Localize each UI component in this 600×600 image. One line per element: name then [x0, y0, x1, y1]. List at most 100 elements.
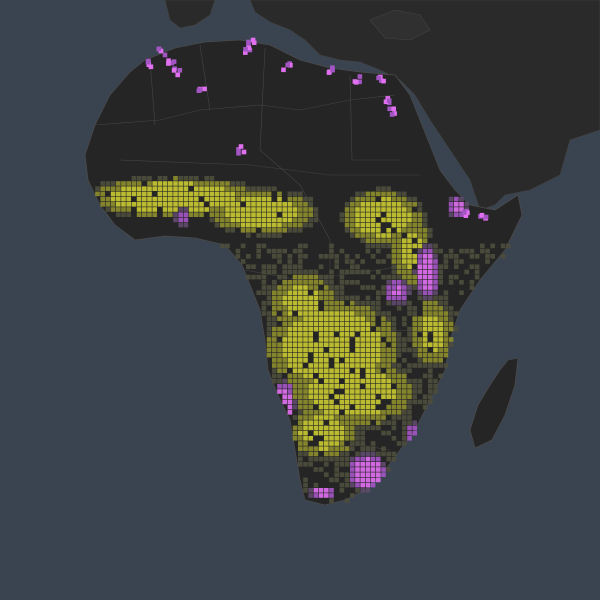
grid-cell	[370, 410, 376, 415]
grid-cell	[433, 290, 438, 295]
grid-cell	[131, 181, 137, 186]
grid-cell	[407, 254, 412, 259]
grid-cell	[443, 259, 449, 264]
grid-cell	[370, 337, 376, 342]
grid-cell	[360, 425, 365, 431]
grid-cell	[402, 378, 407, 384]
grid-cell	[329, 337, 334, 342]
grid-cell	[428, 274, 433, 280]
grid-cell	[376, 337, 381, 342]
grid-cell	[256, 217, 261, 223]
grid-cell	[402, 399, 407, 405]
grid-cell	[308, 378, 313, 384]
grid-cell	[448, 207, 454, 212]
grid-cell	[324, 316, 329, 321]
grid-cell	[339, 451, 345, 457]
grid-cell	[329, 378, 334, 384]
grid-cell	[334, 295, 339, 301]
grid-cell	[365, 269, 371, 275]
grid-cell	[407, 347, 412, 353]
grid-cell	[277, 295, 282, 301]
grid-cell	[303, 290, 308, 295]
grid-cell	[433, 269, 438, 275]
grid-cell	[308, 306, 313, 311]
grid-cell	[251, 191, 256, 197]
grid-cell	[298, 222, 303, 228]
grid-cell	[480, 243, 485, 249]
grid-cell	[178, 176, 183, 181]
grid-cell	[292, 290, 298, 295]
grid-cell	[116, 207, 121, 212]
grid-cell	[324, 290, 329, 295]
grid-cell	[277, 332, 282, 337]
grid-cell	[344, 482, 350, 488]
grid-cell	[370, 389, 376, 394]
grid-cell	[266, 191, 272, 197]
grid-cell	[282, 212, 287, 217]
grid-cell	[344, 368, 350, 373]
grid-cell	[417, 238, 423, 243]
grid-cell	[339, 269, 345, 275]
grid-cell	[381, 285, 386, 290]
grid-cell	[355, 337, 360, 342]
grid-cell	[365, 321, 371, 327]
grid-cell	[386, 311, 391, 316]
grid-cell	[459, 196, 464, 202]
grid-cell	[350, 446, 355, 451]
grid-cell	[308, 399, 313, 405]
grid-cell	[261, 202, 267, 207]
grid-cell	[303, 482, 308, 488]
grid-cell	[386, 238, 391, 243]
grid-cell	[365, 300, 371, 306]
grid-cell	[110, 181, 116, 186]
grid-cell	[240, 217, 246, 223]
grid-cell	[428, 373, 433, 379]
grid-cell	[376, 326, 381, 332]
grid-cell	[433, 321, 438, 327]
grid-cell	[251, 40, 257, 45]
grid-cell	[407, 410, 412, 415]
grid-cell	[391, 425, 397, 431]
grid-cell	[287, 202, 293, 207]
grid-cell	[194, 196, 199, 202]
grid-cell	[402, 269, 407, 275]
grid-cell	[318, 384, 324, 389]
grid-cell	[407, 326, 412, 332]
grid-cell	[422, 280, 428, 285]
grid-cell	[365, 196, 371, 202]
grid-cell	[131, 191, 137, 197]
grid-cell	[448, 254, 454, 259]
grid-cell	[365, 316, 371, 321]
grid-cell	[396, 191, 402, 197]
grid-cell	[313, 389, 319, 394]
grid-cell	[183, 207, 189, 212]
grid-cell	[136, 207, 142, 212]
grid-cell	[292, 373, 298, 379]
grid-cell	[339, 482, 345, 488]
grid-cell	[318, 441, 324, 446]
grid-cell	[214, 217, 220, 223]
grid-cell	[370, 306, 376, 311]
grid-cell	[282, 269, 287, 275]
grid-cell	[422, 404, 428, 410]
grid-cell	[433, 259, 438, 264]
grid-cell	[214, 181, 220, 186]
grid-cell	[240, 259, 246, 264]
grid-cell	[370, 238, 376, 243]
grid-cell	[386, 326, 391, 332]
grid-cell	[391, 347, 397, 353]
grid-cell	[355, 404, 360, 410]
grid-cell	[246, 186, 251, 191]
grid-cell	[266, 233, 272, 238]
grid-cell	[240, 207, 246, 212]
grid-cell	[412, 254, 417, 259]
grid-cell	[230, 191, 235, 197]
grid-cell	[178, 222, 183, 228]
grid-cell	[318, 394, 324, 399]
grid-cell	[500, 254, 506, 259]
grid-cell	[334, 352, 339, 358]
grid-cell	[204, 191, 209, 197]
grid-cell	[428, 389, 433, 394]
